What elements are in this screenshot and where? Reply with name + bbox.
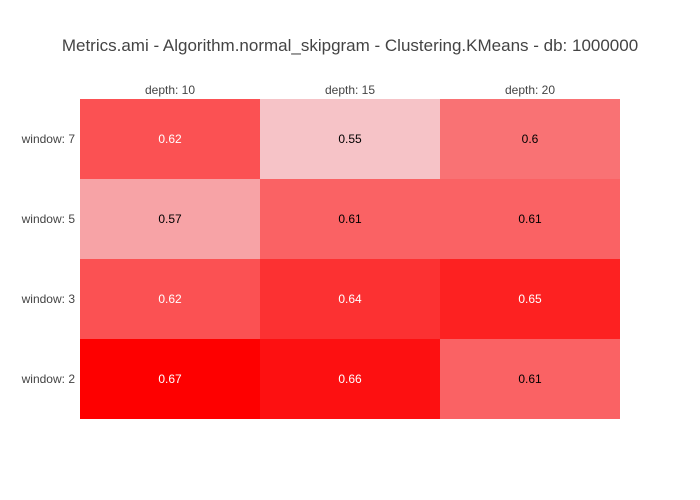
heatmap-cell-value: 0.61 — [518, 372, 542, 386]
heatmap-cell-value: 0.64 — [338, 292, 362, 306]
heatmap-cell-value: 0.62 — [158, 132, 182, 146]
heatmap-cell[interactable]: 0.6 — [440, 99, 620, 179]
heatmap-cell[interactable]: 0.61 — [440, 179, 620, 259]
heatmap-grid: 0.62 0.55 0.6 0.57 0.61 0.61 0.62 0.64 0.65 0.67 0… — [80, 99, 620, 419]
heatmap-cell-value: 0.61 — [518, 212, 542, 226]
heatmap-cell[interactable]: 0.67 — [80, 339, 260, 419]
y-axis-tick-label: window: 7 — [21, 132, 75, 146]
heatmap-cell[interactable]: 0.55 — [260, 99, 440, 179]
heatmap-cell-value: 0.61 — [338, 212, 362, 226]
heatmap-cell[interactable]: 0.64 — [260, 259, 440, 339]
heatmap-cell[interactable]: 0.62 — [80, 99, 260, 179]
heatmap-cell-value: 0.57 — [158, 212, 182, 226]
x-axis-labels: depth: 10 depth: 15 depth: 20 — [80, 83, 620, 98]
heatmap-cell[interactable]: 0.61 — [440, 339, 620, 419]
x-axis-tick-label: depth: 10 — [144, 83, 196, 97]
heatmap-cell-value: 0.65 — [518, 292, 542, 306]
chart-title: Metrics.ami - Algorithm.normal_skipgram … — [61, 36, 639, 55]
heatmap-cell[interactable]: 0.61 — [260, 179, 440, 259]
x-axis-tick-label: depth: 20 — [504, 83, 556, 97]
y-axis-tick-label: window: 2 — [21, 372, 75, 386]
heatmap-cell[interactable]: 0.62 — [80, 259, 260, 339]
y-axis-tick-label: window: 5 — [21, 212, 75, 226]
y-axis-labels: window: 7 window: 5 window: 3 window: 2 — [0, 99, 75, 419]
heatmap-cell-value: 0.6 — [521, 132, 539, 146]
heatmap-cell-value: 0.67 — [158, 372, 182, 386]
heatmap-cell-value: 0.66 — [338, 372, 362, 386]
heatmap-cell-value: 0.55 — [338, 132, 362, 146]
y-axis-tick-label: window: 3 — [21, 292, 75, 306]
heatmap-cell-value: 0.62 — [158, 292, 182, 306]
x-axis-tick-label: depth: 15 — [324, 83, 376, 97]
heatmap-cell[interactable]: 0.57 — [80, 179, 260, 259]
heatmap-cell[interactable]: 0.65 — [440, 259, 620, 339]
heatmap-cell[interactable]: 0.66 — [260, 339, 440, 419]
